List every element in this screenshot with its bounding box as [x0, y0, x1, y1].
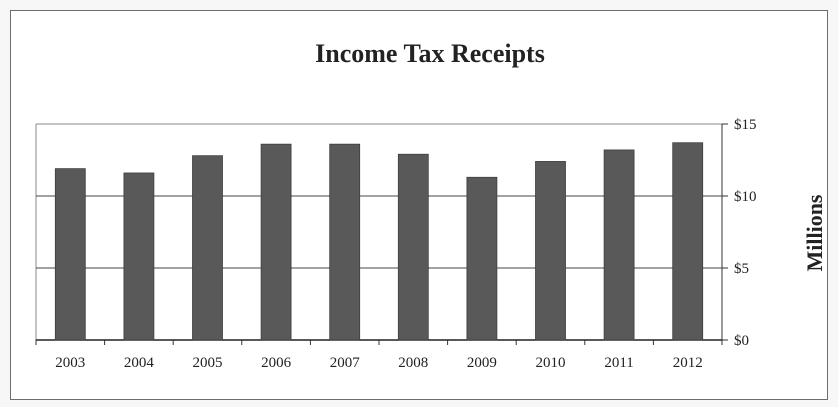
- x-tick-label: 2004: [124, 355, 155, 371]
- x-tick-label: 2012: [673, 355, 703, 371]
- x-tick-label: 2011: [604, 355, 633, 371]
- y-tick-label: $5: [734, 261, 749, 277]
- bar-2007: [329, 143, 361, 341]
- y-axis-label: Millions: [802, 194, 827, 271]
- x-tick-label: 2008: [398, 355, 428, 371]
- y-tick-labels: $0 $5 $10 $15: [734, 117, 757, 349]
- y-tick-label: $15: [734, 117, 757, 133]
- x-tick-label: 2007: [330, 355, 361, 371]
- bar-2003: [54, 168, 86, 341]
- x-tick-label: 2009: [467, 355, 497, 371]
- y-tick-label: $0: [734, 333, 749, 349]
- y-tick-label: $10: [734, 189, 757, 205]
- x-tick-label: 2010: [536, 355, 566, 371]
- x-tick-label: 2006: [261, 355, 292, 371]
- x-tick-label: 2005: [193, 355, 223, 371]
- x-tick-labels: 2003 2004 2005 2006 2007 2008 2009 2010 2011 2012: [55, 355, 702, 371]
- bars-group: [54, 142, 704, 341]
- bar-2012: [672, 142, 704, 341]
- bar-2009: [466, 176, 498, 341]
- bar-2006: [260, 143, 292, 341]
- bar-2005: [192, 155, 223, 341]
- bar-2010: [535, 161, 566, 341]
- chart-title: Income Tax Receipts: [315, 39, 545, 68]
- x-tick-label: 2003: [55, 355, 85, 371]
- bar-2008: [397, 153, 429, 341]
- bar-2011: [603, 149, 635, 341]
- bar-2004: [123, 172, 155, 341]
